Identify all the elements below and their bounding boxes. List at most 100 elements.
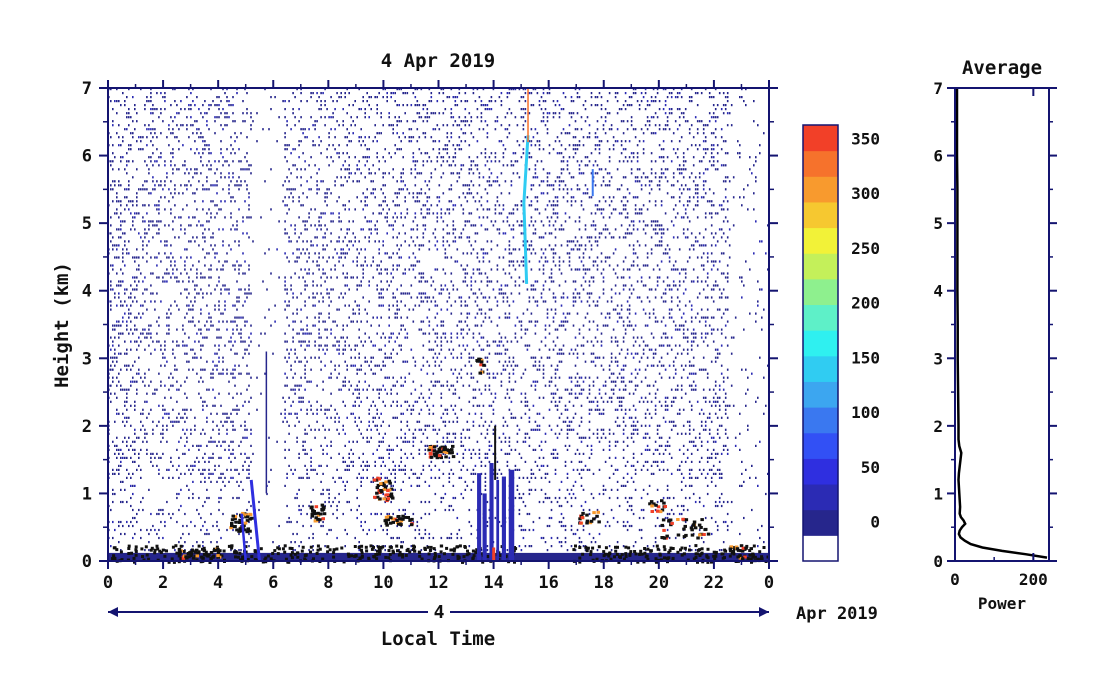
noise-cell — [134, 360, 136, 363]
noise-cell — [440, 284, 443, 287]
noise-cell — [538, 516, 541, 520]
noise-cell — [322, 348, 324, 351]
noise-cell — [542, 100, 545, 103]
noise-cell — [480, 368, 483, 371]
noise-cell — [190, 108, 192, 111]
noise-cell — [380, 456, 382, 459]
noise-cell — [298, 360, 300, 363]
noise-cell — [294, 320, 296, 323]
noise-cell — [192, 468, 194, 471]
noise-cell — [148, 332, 150, 335]
noise-cell — [518, 276, 521, 279]
noise-cell — [132, 508, 134, 512]
noise-cell — [216, 252, 218, 255]
noise-cell — [186, 168, 188, 171]
noise-cell — [248, 192, 250, 195]
noise-cell — [118, 380, 120, 383]
noise-cell — [136, 316, 138, 319]
noise-cell — [316, 100, 318, 103]
noise-cell — [296, 312, 298, 315]
noise-cell — [118, 541, 120, 544]
noise-cell — [378, 440, 380, 443]
noise-cell — [196, 120, 198, 123]
noise-cell — [346, 480, 348, 483]
noise-cell — [288, 208, 290, 211]
noise-cell — [482, 248, 485, 251]
noise-cell — [230, 452, 232, 455]
noise-cell — [374, 372, 376, 375]
noise-cell — [460, 436, 463, 439]
noise-cell — [518, 100, 521, 103]
noise-cell — [396, 148, 398, 151]
noise-cell — [178, 476, 180, 479]
noise-cell — [434, 508, 437, 512]
noise-cell — [300, 204, 302, 207]
noise-cell — [436, 332, 439, 335]
noise-cell — [374, 96, 376, 99]
noise-cell — [190, 428, 192, 431]
noise-cell — [468, 436, 471, 439]
noise-cell — [146, 260, 148, 263]
noise-cell — [438, 152, 441, 155]
noise-cell — [382, 304, 384, 307]
noise-cell — [496, 352, 499, 355]
noise-cell — [524, 92, 527, 95]
noise-cell — [160, 260, 162, 263]
noise-cell — [448, 208, 451, 211]
noise-cell — [432, 348, 435, 351]
noise-cell — [462, 280, 465, 283]
noise-cell — [360, 476, 362, 479]
noise-cell — [288, 352, 290, 355]
noise-cell — [110, 280, 112, 283]
noise-cell — [470, 376, 473, 379]
noise-cell — [186, 116, 188, 119]
noise-cell — [306, 272, 308, 275]
noise-cell — [538, 236, 541, 239]
noise-cell — [362, 268, 364, 271]
noise-cell — [498, 96, 501, 99]
noise-cell — [152, 120, 154, 123]
noise-cell — [420, 516, 423, 520]
noise-cell — [408, 292, 411, 295]
noise-cell — [434, 112, 437, 115]
noise-cell — [512, 300, 515, 303]
noise-cell — [202, 400, 204, 403]
noise-cell — [432, 404, 435, 407]
noise-cell — [378, 272, 380, 275]
noise-cell — [314, 296, 316, 299]
noise-cell — [198, 128, 200, 131]
noise-cell — [156, 204, 158, 207]
noise-cell — [214, 308, 216, 311]
noise-cell — [386, 532, 388, 536]
noise-cell — [214, 244, 216, 247]
noise-cell — [318, 224, 320, 227]
noise-cell — [128, 208, 130, 211]
noise-cell — [334, 496, 336, 500]
noise-cell — [368, 280, 370, 283]
noise-cell — [166, 240, 168, 243]
noise-cell — [250, 216, 252, 219]
noise-cell — [338, 340, 340, 343]
noise-cell — [410, 412, 413, 415]
noise-cell — [518, 545, 521, 548]
noise-cell — [120, 144, 122, 147]
noise-cell — [378, 444, 380, 447]
noise-cell — [176, 168, 178, 171]
noise-cell — [238, 264, 240, 267]
noise-cell — [402, 272, 404, 275]
noise-cell — [538, 424, 541, 427]
noise-cell — [404, 380, 406, 383]
noise-cell — [190, 432, 192, 435]
noise-cell — [190, 520, 192, 524]
noise-cell — [444, 144, 447, 147]
noise-cell — [152, 272, 154, 275]
noise-cell — [328, 292, 330, 295]
noise-cell — [288, 260, 290, 263]
noise-cell — [526, 348, 529, 351]
noise-cell — [168, 256, 170, 259]
noise-cell — [274, 96, 276, 99]
noise-cell — [132, 204, 134, 207]
noise-cell — [418, 260, 421, 263]
noise-cell — [484, 108, 487, 111]
noise-cell — [484, 452, 487, 455]
